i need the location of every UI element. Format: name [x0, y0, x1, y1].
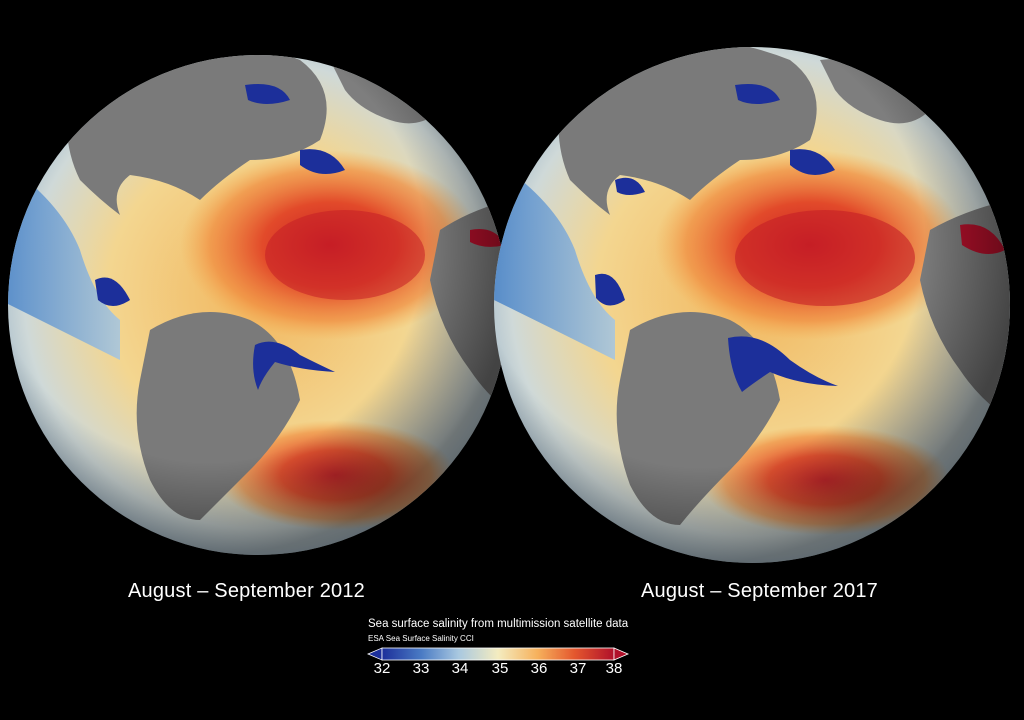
legend-title: Sea surface salinity from multimission s…	[368, 618, 629, 630]
legend-tick: 35	[491, 660, 509, 677]
legend-tick: 36	[530, 660, 548, 677]
globe-2012	[8, 55, 508, 555]
legend-tick: 33	[412, 660, 430, 677]
legend-tick: 32	[373, 660, 391, 677]
caption-2017: August – September 2017	[641, 580, 878, 602]
legend-tick: 38	[605, 660, 623, 677]
legend-tick: 37	[569, 660, 587, 677]
caption-2012: August – September 2012	[128, 580, 365, 602]
legend-tick: 34	[451, 660, 469, 677]
globe-2017	[494, 47, 1010, 563]
legend-subtitle: ESA Sea Surface Salinity CCI	[368, 634, 474, 643]
legend-colorbar	[366, 647, 630, 661]
